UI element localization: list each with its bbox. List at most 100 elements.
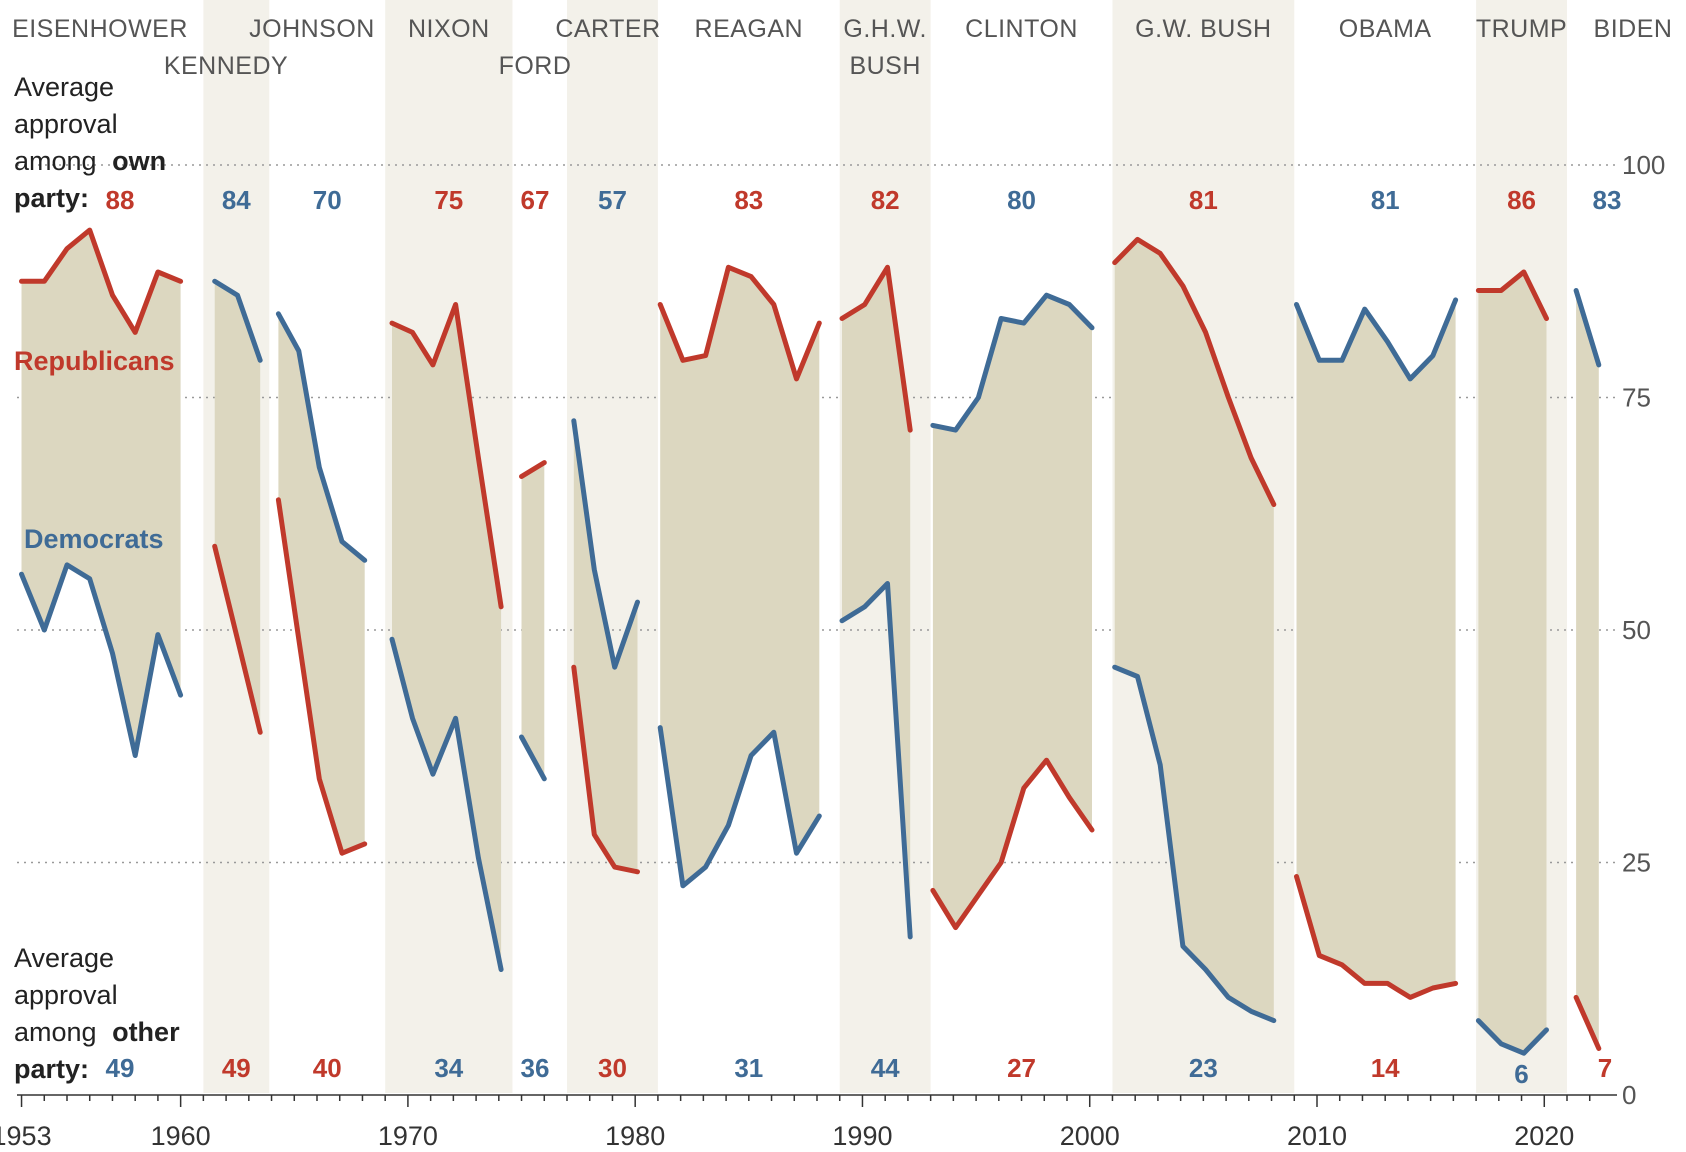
own-party-average: 86 (1507, 185, 1536, 215)
gap-fill-nixon (392, 304, 502, 970)
other-label-line-1: Average (14, 943, 114, 973)
gap-fill-gwbush (1114, 239, 1274, 1021)
rep-line-nixon (389, 302, 504, 610)
president-name: FORD (499, 52, 572, 80)
own-party-average: 82 (871, 185, 900, 215)
rep-line-carter (571, 664, 640, 875)
dem-line-clinton (930, 292, 1095, 433)
president-name: CLINTON (965, 15, 1078, 43)
president-name: EISENHOWER (12, 15, 188, 43)
x-tick-label: 1953 (0, 1121, 52, 1151)
other-party-average: 14 (1371, 1053, 1400, 1083)
y-tick-label: 25 (1622, 848, 1651, 878)
dem-line-reagan (657, 725, 822, 889)
other-party-average: 34 (434, 1053, 463, 1083)
dem-line-gwbush (1112, 664, 1277, 1024)
dem-line-obama (1294, 297, 1459, 382)
other-party-average: 44 (871, 1053, 900, 1083)
own-party-average: 88 (106, 185, 135, 215)
president-name: G.H.W. (843, 15, 927, 43)
gap-fill-ghw (842, 267, 911, 937)
own-party-average: 81 (1189, 185, 1218, 215)
rep-line-johnson (275, 497, 368, 856)
own-party-average: 84 (222, 185, 251, 215)
other-party-average: 27 (1007, 1053, 1036, 1083)
x-tick-label: 1970 (378, 1121, 438, 1151)
rep-line-eisenhower (19, 227, 184, 335)
own-party-average: 70 (313, 185, 342, 215)
other-party-average: 49 (222, 1053, 251, 1083)
own-label-among: among (14, 146, 97, 176)
labels: Average approval among own party: Averag… (0, 15, 1672, 1151)
rep-line-trump (1475, 269, 1549, 321)
rep-line-ford (519, 460, 547, 479)
other-label-line-2: approval (14, 980, 118, 1010)
dem-line-biden (1573, 288, 1602, 368)
other-label-among: among (14, 1017, 97, 1047)
x-tick-label: 1980 (605, 1121, 665, 1151)
gap-fill-trump (1478, 272, 1547, 1054)
rep-line-obama (1294, 874, 1459, 1000)
series-label-republicans: Republicans (14, 346, 175, 376)
gap-fill-reagan (660, 267, 820, 886)
series-lines (19, 227, 1602, 1056)
dem-line-kennedy (212, 278, 263, 363)
y-tick-label: 100 (1622, 150, 1665, 180)
other-label-bold: other (112, 1017, 180, 1047)
y-tick-label: 50 (1622, 615, 1651, 645)
other-party-average: 49 (106, 1053, 135, 1083)
other-party-average: 6 (1514, 1059, 1528, 1089)
x-tick-label: 2000 (1060, 1121, 1120, 1151)
president-name-line-2: BUSH (849, 52, 920, 80)
own-party-average: 83 (1593, 185, 1622, 215)
gap-fill-biden (1576, 290, 1599, 1049)
president-name: CARTER (555, 15, 660, 43)
own-party-average: 83 (734, 185, 763, 215)
other-party-average: 23 (1189, 1053, 1218, 1083)
president-name: KENNEDY (164, 52, 288, 80)
own-party-average: 81 (1371, 185, 1400, 215)
dem-line-carter (571, 418, 640, 670)
own-label-line-2: approval (14, 109, 118, 139)
gap-fill-ford (521, 462, 545, 779)
dem-line-johnson (275, 311, 368, 563)
series-label-democrats: Democrats (24, 524, 164, 554)
president-name: NIXON (408, 15, 490, 43)
president-name: G.W. BUSH (1135, 15, 1271, 43)
rep-line-biden (1573, 994, 1602, 1051)
other-party-average: 36 (521, 1053, 550, 1083)
gap-fill-eisenhower (21, 230, 181, 756)
x-tick-label: 2010 (1287, 1121, 1347, 1151)
other-label-party: party: (14, 1054, 89, 1084)
president-name: BIDEN (1594, 15, 1673, 43)
x-tick-label: 1960 (151, 1121, 211, 1151)
x-tick-label: 2020 (1514, 1121, 1574, 1151)
dem-line-eisenhower (19, 562, 184, 758)
gap-fill-carter (573, 420, 638, 872)
rep-line-clinton (930, 757, 1095, 931)
own-party-average: 57 (598, 185, 627, 215)
y-tick-label: 75 (1622, 383, 1651, 413)
rep-line-gwbush (1112, 236, 1277, 507)
other-label-line-3: among other (14, 1017, 180, 1047)
dem-line-ghw (839, 581, 913, 940)
rep-line-reagan (657, 264, 822, 382)
gap-fill-kennedy (214, 281, 261, 733)
gap-fills (21, 230, 1599, 1054)
own-party-average: 67 (521, 185, 550, 215)
rep-line-ghw (839, 264, 913, 433)
dem-line-trump (1475, 1018, 1549, 1056)
other-party-average: 7 (1598, 1053, 1612, 1083)
other-party-average: 30 (598, 1053, 627, 1083)
gap-fill-obama (1296, 299, 1456, 998)
own-label-line-3: among own (14, 146, 166, 176)
president-name: REAGAN (695, 15, 804, 43)
president-name: JOHNSON (249, 15, 375, 43)
other-party-average: 31 (734, 1053, 763, 1083)
dem-line-ford (519, 734, 547, 782)
x-axis (17, 1094, 1617, 1107)
president-name: OBAMA (1339, 15, 1432, 43)
own-label-line-1: Average (14, 72, 114, 102)
president-name: TRUMP (1476, 15, 1567, 43)
